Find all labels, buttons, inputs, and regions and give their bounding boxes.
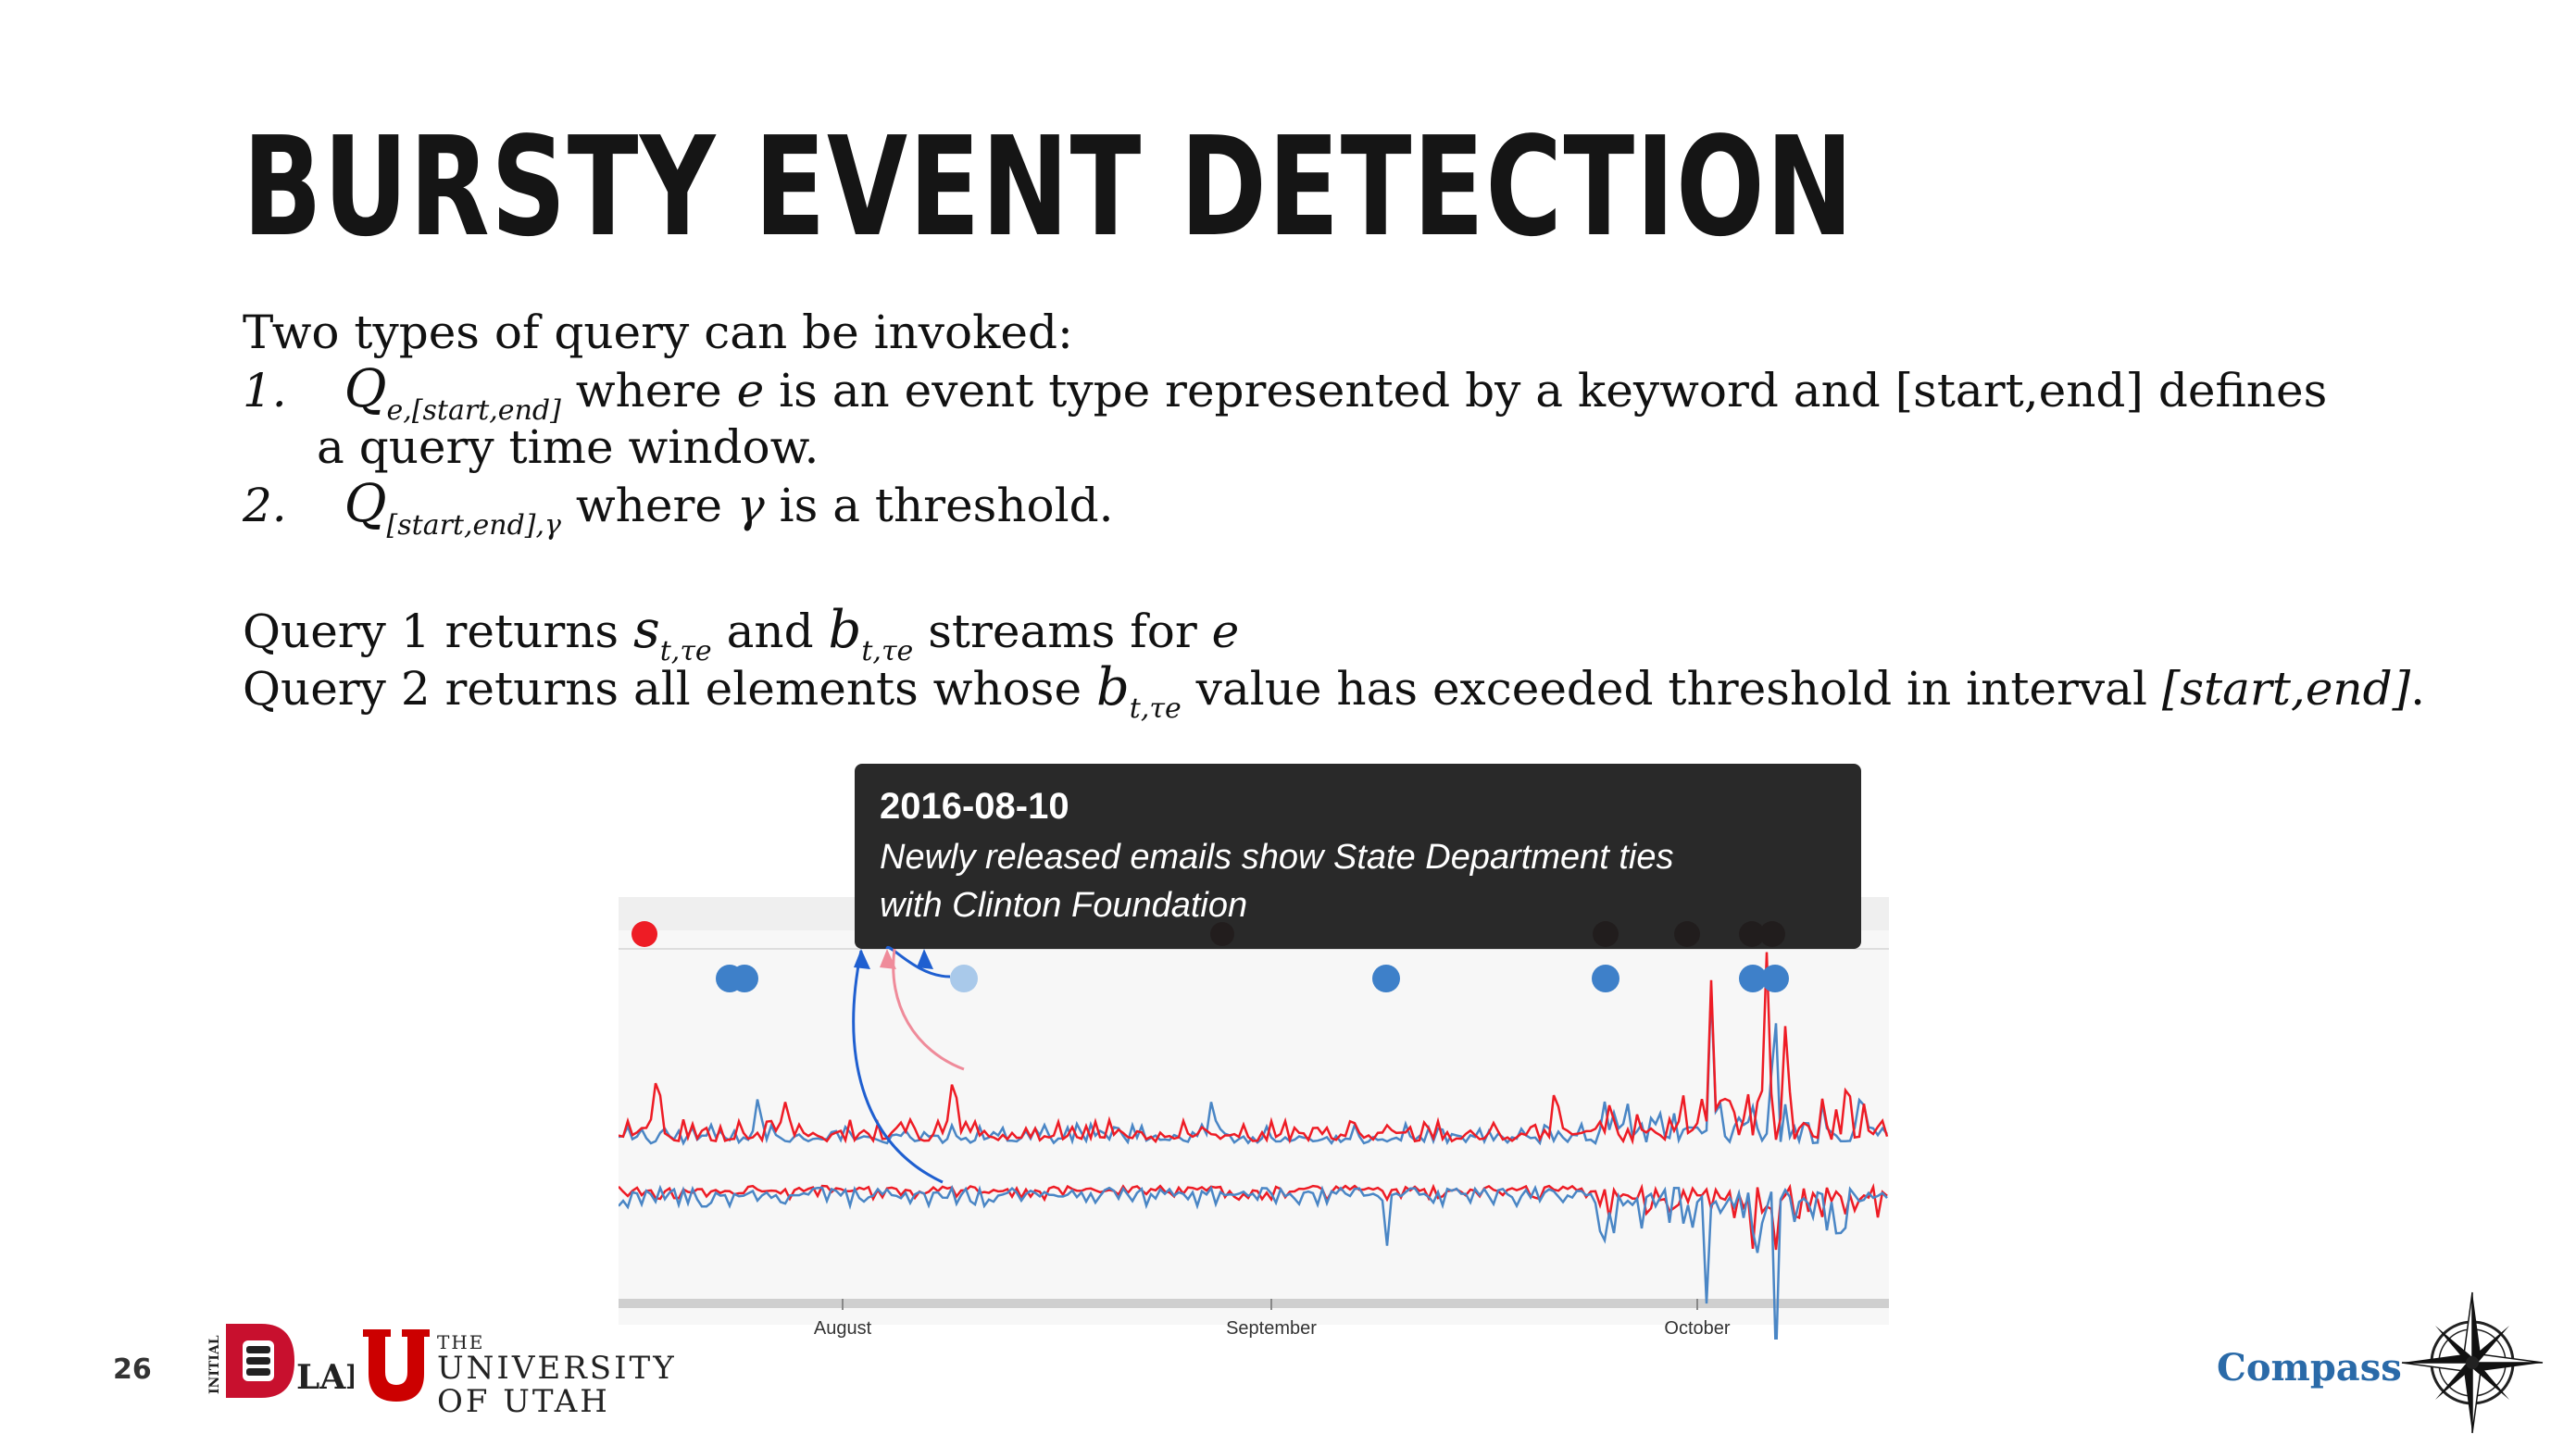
event-dot-blue[interactable] <box>731 965 758 992</box>
query2-returns: Query 2 returns all elements whose bt,τe… <box>243 659 2425 738</box>
page-number: 26 <box>113 1353 152 1386</box>
x-label-august: August <box>814 1318 872 1339</box>
x-label-september: September <box>1226 1318 1317 1339</box>
query-type-2: 2. Q[start,end],γ where γ is a threshold… <box>243 476 1114 555</box>
query2-text-c: . <box>2410 662 2426 716</box>
query1-b-sub: t,τe <box>861 635 914 667</box>
item1-q: Q <box>344 359 387 419</box>
item2-q: Q <box>344 474 387 534</box>
uu-line2: OF UTAH <box>437 1383 610 1420</box>
event-dot-light-blue[interactable] <box>950 965 978 992</box>
tooltip-date: 2016-08-10 <box>880 786 1069 827</box>
x-axis-bar <box>619 1299 1889 1308</box>
stream-blue-upper <box>619 989 1888 1146</box>
query1-text-c: streams for <box>913 605 1212 658</box>
university-wordmark: THE UNIVERSITY OF UTAH <box>437 1333 677 1418</box>
item2-q-sub: [start,end],γ <box>386 509 561 542</box>
query1-text-b: and <box>711 605 829 658</box>
callout-arrow-blue <box>852 950 944 1184</box>
x-label-october: October <box>1664 1318 1730 1339</box>
query-type-1-line2: a query time window. <box>317 420 819 474</box>
query-type-1: 1. Qe,[start,end] where e is an event ty… <box>243 361 2327 440</box>
item1-text-a: where <box>560 364 737 418</box>
item2-text-b: is a threshold. <box>764 479 1114 532</box>
item2-number: 2. <box>243 479 287 532</box>
uu-line1: UNIVERSITY <box>437 1350 677 1387</box>
intro-text: Two types of query can be invoked: <box>243 305 1073 359</box>
stream-blue-lower <box>619 1184 1888 1340</box>
query1-e: e <box>1211 605 1240 658</box>
lab-text: LAB <box>296 1358 354 1397</box>
query2-text-b: value has exceeded threshold in interval <box>1181 662 2162 716</box>
item2-text-a: where <box>560 479 737 532</box>
arrow-head-blue-top <box>917 949 933 969</box>
slide-title: BURSTY EVENT DETECTION <box>243 107 1855 267</box>
event-dot-blue[interactable] <box>1592 965 1619 992</box>
compass-label: Compass <box>2217 1346 2402 1390</box>
item2-gamma: γ <box>736 479 765 532</box>
callout-arrow-blue-top <box>885 945 951 979</box>
arrow-head-blue <box>854 949 870 969</box>
chart-background <box>619 897 1889 1325</box>
u-block-icon <box>363 1329 430 1402</box>
query2-b: b <box>1095 657 1130 717</box>
tooltip-headline-line2: with Clinton Foundation <box>880 886 1247 925</box>
stream-red-upper <box>619 952 1889 1145</box>
query1-text-a: Query 1 returns <box>243 605 633 658</box>
query1-s-sub: t,τe <box>659 635 712 667</box>
burst-streams-upper <box>619 952 1889 1146</box>
arrow-head-pink <box>880 949 896 969</box>
burst-stream-figure: August September October 2016-08-10 Newl… <box>619 754 1889 1340</box>
query1-returns: Query 1 returns st,τe and bt,τe streams … <box>243 602 1239 680</box>
burst-stream-svg: August September October 2016-08-10 Newl… <box>619 764 1889 1340</box>
item1-text-b: is an event type represented by a keywor… <box>764 364 2328 418</box>
tooltip-box <box>855 764 1861 949</box>
lab-logo-svg: INITIAL LAB <box>207 1324 374 1398</box>
item1-e: e <box>736 364 765 418</box>
item1-number: 1. <box>243 364 287 418</box>
query1-b: b <box>828 600 862 660</box>
query2-text-a: Query 2 returns all elements whose <box>243 662 1096 716</box>
event-dot-red[interactable] <box>631 921 657 947</box>
tooltip-headline-line1: Newly released emails show State Departm… <box>880 838 1674 877</box>
university-u-logo <box>359 1326 433 1409</box>
uu-the: THE <box>437 1331 485 1353</box>
event-dot-blue[interactable] <box>1761 965 1789 992</box>
event-dot-blue[interactable] <box>1372 965 1400 992</box>
lab-vertical-text: INITIAL <box>207 1335 222 1394</box>
lab-logo: INITIAL LAB <box>206 1320 374 1407</box>
query2-interval: [start,end] <box>2161 662 2411 716</box>
compass-rose-svg <box>2401 1291 2544 1434</box>
tooltip: 2016-08-10 Newly released emails show St… <box>855 764 1861 949</box>
query2-b-sub: t,τe <box>1129 692 1182 725</box>
burst-streams-lower <box>619 1182 1888 1340</box>
compass-rose-icon <box>2398 1289 2546 1440</box>
query1-s: s <box>632 600 660 660</box>
event-dot-blue[interactable] <box>1739 965 1767 992</box>
item1-q-sub: e,[start,end] <box>386 394 561 427</box>
